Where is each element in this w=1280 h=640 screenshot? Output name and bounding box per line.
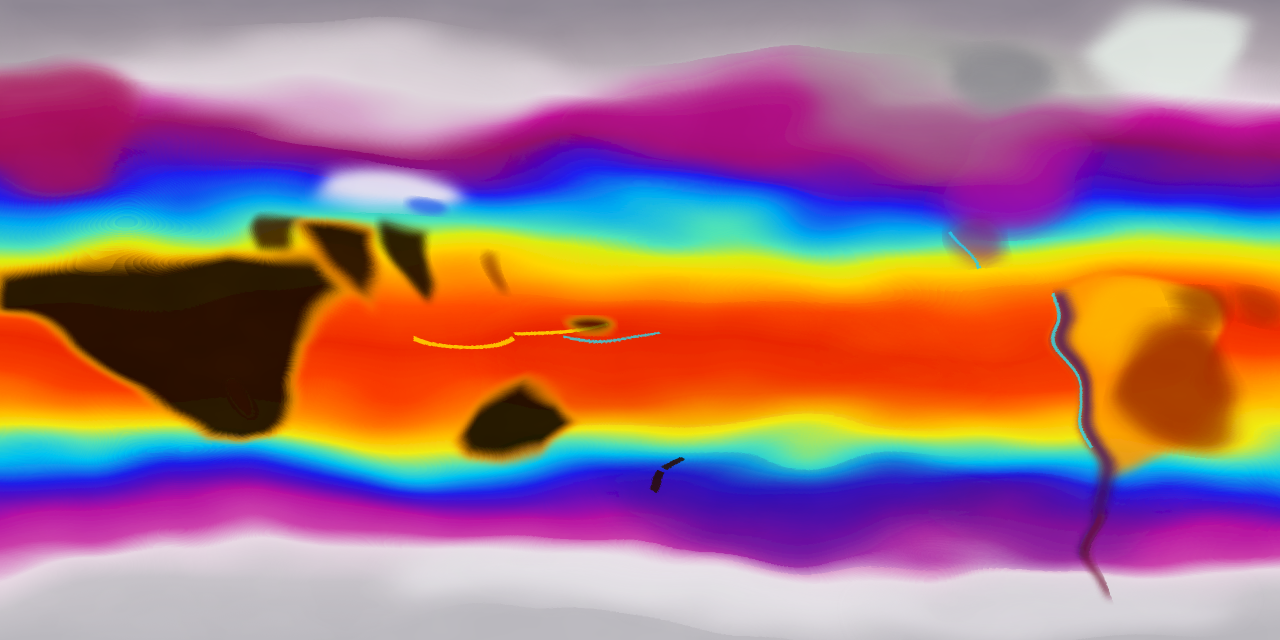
world-map-canvas [0,0,1280,640]
atmospheric-texture-overlay [0,0,1280,640]
world-climate-map [0,0,1280,640]
